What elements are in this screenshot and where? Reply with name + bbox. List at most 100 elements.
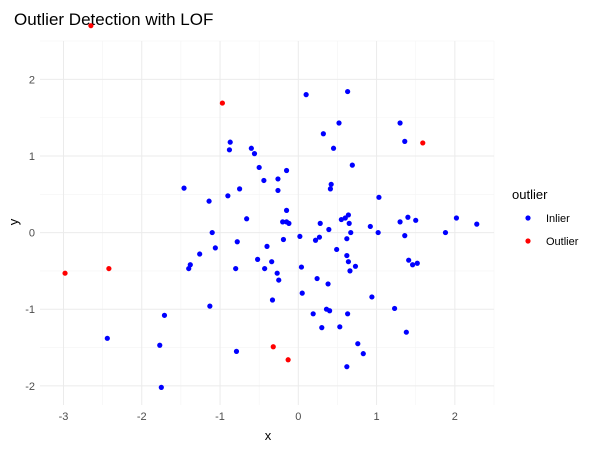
data-point-inlier	[397, 219, 403, 225]
legend-key-outlier	[525, 238, 531, 244]
data-point-inlier	[283, 207, 290, 213]
chart-title: Outlier Detection with LOF	[14, 10, 213, 29]
data-point-inlier	[275, 176, 281, 182]
data-point-inlier	[226, 147, 233, 153]
data-point-inlier	[275, 187, 281, 194]
y-tick-label: 1	[29, 151, 35, 163]
data-point-outlier	[62, 270, 68, 276]
data-point-inlier	[326, 226, 332, 233]
data-point-inlier	[413, 217, 419, 223]
data-point-inlier	[264, 243, 270, 249]
x-tick-label: 0	[295, 411, 301, 423]
data-point-inlier	[233, 265, 239, 272]
data-point-inlier	[297, 233, 303, 240]
data-point-inlier	[283, 167, 290, 174]
data-point-inlier	[248, 145, 254, 151]
data-point-inlier	[274, 270, 280, 276]
data-point-inlier	[344, 252, 350, 259]
data-point-inlier	[348, 229, 354, 236]
data-point-inlier	[237, 186, 243, 192]
data-point-inlier	[367, 223, 373, 230]
data-point-inlier	[319, 325, 325, 331]
data-point-inlier	[338, 216, 344, 223]
data-point-inlier	[206, 198, 212, 204]
legend-title: outlier	[512, 187, 548, 202]
x-axis-ticks: -3 -2 -1 0 1 2	[59, 411, 458, 423]
data-point-inlier	[157, 342, 163, 348]
data-point-inlier	[360, 351, 366, 357]
data-point-inlier	[330, 145, 337, 151]
data-point-inlier	[312, 237, 319, 243]
data-point-inlier	[316, 234, 323, 240]
data-point-inlier	[344, 364, 350, 370]
data-point-inlier	[186, 265, 192, 272]
data-point-inlier	[261, 177, 267, 184]
data-point-inlier	[234, 239, 240, 245]
legend-label-outlier: Outlier	[546, 236, 579, 248]
data-point-inlier	[212, 245, 218, 251]
data-point-inlier	[442, 229, 449, 236]
data-point-inlier	[197, 251, 203, 257]
data-point-inlier	[158, 384, 164, 390]
data-point-inlier	[181, 185, 187, 191]
data-point-inlier	[402, 138, 408, 144]
data-point-inlier	[269, 297, 276, 303]
data-point-outlier	[270, 344, 276, 350]
data-point-inlier	[376, 194, 382, 200]
data-point-inlier	[298, 264, 305, 270]
data-point-inlier	[269, 259, 275, 265]
data-point-inlier	[369, 294, 375, 300]
y-axis-ticks: -2 -1 0 1 2	[25, 74, 35, 393]
data-point-inlier	[161, 312, 168, 318]
legend-key-inlier	[525, 215, 531, 221]
data-point-inlier	[346, 220, 352, 226]
x-axis-title: x	[265, 428, 272, 443]
legend-label-inlier: Inlier	[546, 213, 570, 225]
data-point-inlier	[104, 335, 110, 341]
data-point-inlier	[402, 233, 408, 239]
data-point-inlier	[251, 151, 258, 157]
legend: outlier Inlier Outlier	[512, 187, 579, 248]
data-point-inlier	[405, 214, 411, 220]
data-point-inlier	[207, 303, 213, 309]
x-tick-label: 2	[452, 411, 458, 423]
y-tick-label: -1	[25, 304, 35, 316]
x-tick-label: -3	[59, 411, 69, 423]
data-point-inlier	[276, 277, 282, 283]
data-point-inlier	[314, 275, 320, 282]
data-point-inlier	[320, 131, 326, 137]
data-point-inlier	[244, 216, 250, 222]
data-point-inlier	[355, 341, 361, 347]
data-point-inlier	[262, 265, 268, 272]
data-point-inlier	[303, 92, 309, 98]
data-point-inlier	[352, 263, 359, 269]
data-point-inlier	[233, 348, 240, 354]
data-point-inlier	[409, 262, 416, 268]
x-tick-label: -1	[215, 411, 225, 423]
data-point-outlier	[106, 265, 112, 272]
data-point-inlier	[375, 229, 381, 236]
y-axis-title: y	[6, 218, 21, 225]
data-point-inlier	[406, 257, 412, 263]
x-tick-label: -2	[137, 411, 147, 423]
data-point-inlier	[327, 186, 334, 192]
data-point-inlier	[225, 193, 231, 199]
data-point-inlier	[349, 162, 355, 168]
data-point-inlier	[397, 120, 403, 126]
x-tick-label: 1	[374, 411, 380, 423]
data-point-inlier	[334, 246, 340, 253]
data-point-inlier	[344, 236, 350, 242]
data-point-outlier	[420, 140, 426, 146]
data-point-inlier	[403, 329, 409, 335]
plot-grid	[40, 40, 495, 405]
data-point-inlier	[299, 290, 305, 296]
data-point-inlier	[323, 306, 330, 312]
data-point-inlier	[227, 139, 233, 145]
data-point-inlier	[310, 311, 316, 317]
data-point-inlier	[453, 215, 460, 221]
y-tick-label: 2	[29, 74, 35, 86]
data-point-inlier	[474, 221, 480, 227]
data-point-inlier	[342, 215, 348, 221]
data-point-inlier	[345, 88, 351, 95]
